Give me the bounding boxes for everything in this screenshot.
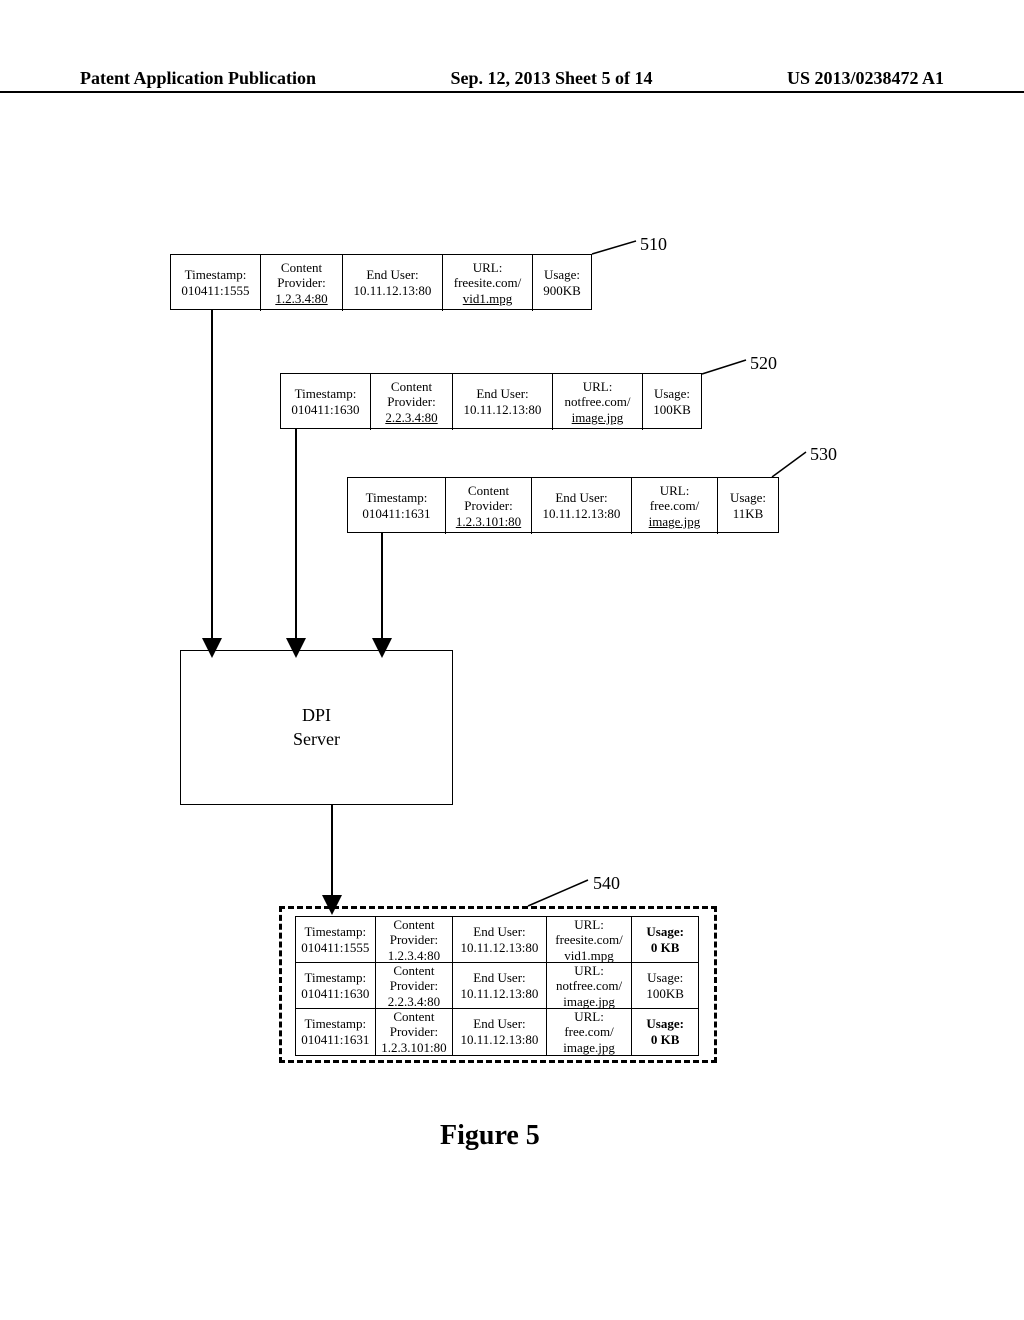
record-cell: URL:free.com/image.jpg <box>632 478 718 534</box>
ref-530: 530 <box>810 444 837 465</box>
record-cell: URL:freesite.com/vid1.mpg <box>443 255 533 311</box>
output-cell: Usage:0 KB <box>632 1009 698 1055</box>
record-cell: Timestamp:010411:1631 <box>348 478 446 534</box>
record-cell: ContentProvider:1.2.3.101:80 <box>446 478 532 534</box>
output-cell: URL:free.com/image.jpg <box>547 1009 633 1055</box>
dpi-label-2: Server <box>293 728 340 751</box>
ref-520: 520 <box>750 353 777 374</box>
ref-540: 540 <box>593 873 620 894</box>
output-cell: Usage:100KB <box>632 963 698 1009</box>
output-cell: URL:notfree.com/image.jpg <box>547 963 633 1009</box>
output-cell: Usage:0 KB <box>632 917 698 963</box>
record-530: Timestamp:010411:1631ContentProvider:1.2… <box>347 477 779 533</box>
output-row: Timestamp:010411:1630ContentProvider:2.2… <box>296 963 698 1009</box>
output-row: Timestamp:010411:1555ContentProvider:1.2… <box>296 917 698 963</box>
dpi-server-box: DPI Server <box>180 650 453 805</box>
output-cell: ContentProvider:1.2.3.4:80 <box>376 917 454 963</box>
output-cell: Timestamp:010411:1555 <box>296 917 376 963</box>
record-cell: ContentProvider:2.2.3.4:80 <box>371 374 453 430</box>
output-row: Timestamp:010411:1631ContentProvider:1.2… <box>296 1009 698 1055</box>
diagram-canvas: Timestamp:010411:1555ContentProvider:1.2… <box>0 0 1024 1320</box>
output-table: Timestamp:010411:1555ContentProvider:1.2… <box>295 916 699 1056</box>
record-cell: End User:10.11.12.13:80 <box>532 478 632 534</box>
output-cell: End User:10.11.12.13:80 <box>453 963 547 1009</box>
output-cell: End User:10.11.12.13:80 <box>453 1009 547 1055</box>
output-cell: URL:freesite.com/vid1.mpg <box>547 917 633 963</box>
record-cell: End User:10.11.12.13:80 <box>453 374 553 430</box>
record-cell: URL:notfree.com/image.jpg <box>553 374 643 430</box>
record-510: Timestamp:010411:1555ContentProvider:1.2… <box>170 254 592 310</box>
dpi-label-1: DPI <box>302 704 331 727</box>
figure-title: Figure 5 <box>440 1120 540 1152</box>
output-cell: Timestamp:010411:1631 <box>296 1009 376 1055</box>
record-cell: Timestamp:010411:1630 <box>281 374 371 430</box>
record-cell: Timestamp:010411:1555 <box>171 255 261 311</box>
record-cell: ContentProvider:1.2.3.4:80 <box>261 255 343 311</box>
ref-510: 510 <box>640 234 667 255</box>
record-cell: End User:10.11.12.13:80 <box>343 255 443 311</box>
record-cell: Usage:900KB <box>533 255 591 311</box>
output-cell: Timestamp:010411:1630 <box>296 963 376 1009</box>
output-cell: ContentProvider:1.2.3.101:80 <box>376 1009 454 1055</box>
record-cell: Usage:100KB <box>643 374 701 430</box>
record-cell: Usage:11KB <box>718 478 778 534</box>
record-520: Timestamp:010411:1630ContentProvider:2.2… <box>280 373 702 429</box>
output-cell: ContentProvider:2.2.3.4:80 <box>376 963 454 1009</box>
output-cell: End User:10.11.12.13:80 <box>453 917 547 963</box>
